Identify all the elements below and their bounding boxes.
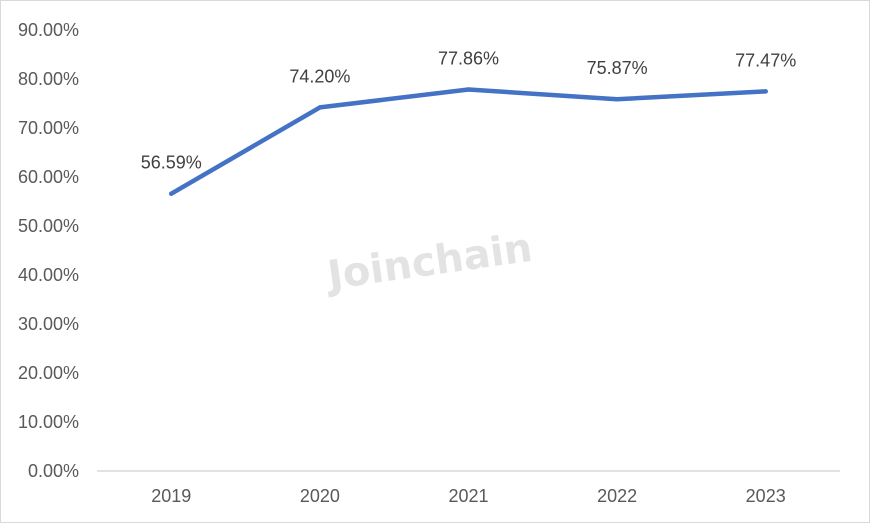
y-tick-label: 10.00% [18,412,79,432]
y-tick-label: 90.00% [18,20,79,40]
data-label: 75.87% [587,58,648,78]
x-tick-label: 2021 [448,486,488,506]
data-point [169,191,174,196]
y-tick-label: 60.00% [18,167,79,187]
y-tick-label: 80.00% [18,69,79,89]
data-labels: 56.59% 74.20% 77.86% 75.87% 77.47% [141,48,796,172]
x-tick-label: 2020 [300,486,340,506]
y-tick-label: 0.00% [28,461,79,481]
series-line [169,87,768,196]
series-group [169,87,768,196]
y-tick-label: 50.00% [18,216,79,236]
x-tick-label: 2022 [597,486,637,506]
y-tick-label: 40.00% [18,265,79,285]
y-tick-label: 70.00% [18,118,79,138]
data-label: 77.47% [735,50,796,70]
data-point [466,87,471,92]
y-tick-label: 20.00% [18,363,79,383]
watermark: Joinchain [322,225,535,300]
x-tick-label: 2019 [151,486,191,506]
y-axis: 0.00% 10.00% 20.00% 30.00% 40.00% 50.00% 60.00… [18,20,79,481]
x-tick-label: 2023 [746,486,786,506]
data-point [763,89,768,94]
data-point [317,105,323,110]
x-axis: 2019 2020 2021 2022 2023 [151,486,785,506]
y-tick-label: 30.00% [18,314,79,334]
data-label: 74.20% [289,66,350,86]
data-label: 77.86% [438,48,499,68]
data-label: 56.59% [141,153,202,173]
data-point [614,97,620,102]
